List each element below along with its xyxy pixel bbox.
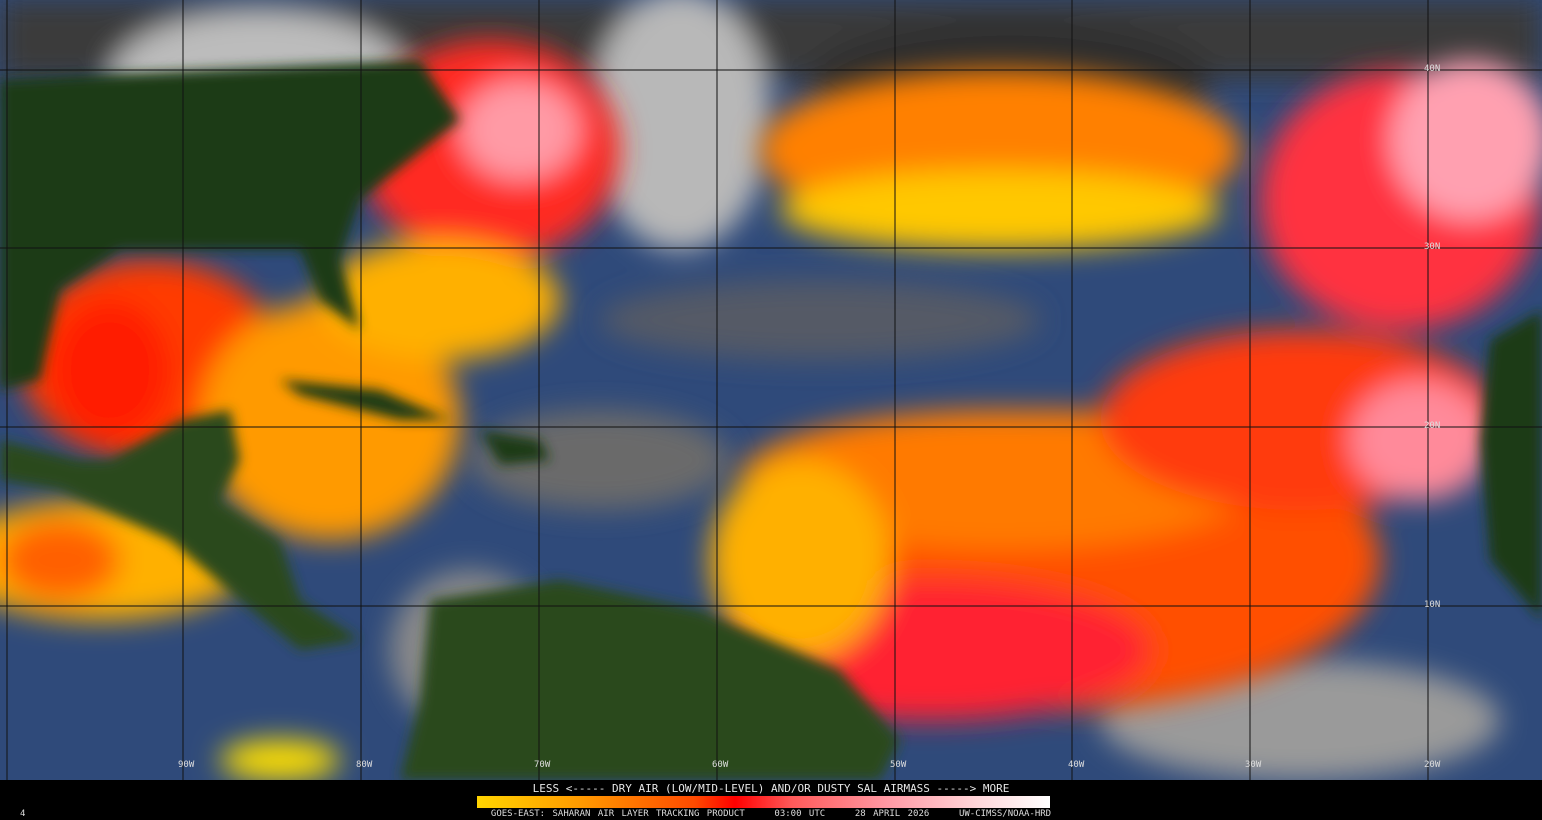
lat-label-20n: 20N xyxy=(1424,421,1441,431)
lon-label-90w: 90W xyxy=(178,760,195,770)
lat-label-30n: 30N xyxy=(1424,242,1441,252)
lon-label-40w: 40W xyxy=(1068,760,1085,770)
lon-label-80w: 80W xyxy=(356,760,373,770)
lon-label-60w: 60W xyxy=(712,760,729,770)
lon-label-20w: 20W xyxy=(1424,760,1441,770)
frame-number: 4 xyxy=(20,809,26,819)
product-caption: GOES-EAST: SAHARAN AIR LAYER TRACKING PR… xyxy=(490,809,1052,819)
lat-label-40n: 40N xyxy=(1424,64,1441,74)
lat-label-10n: 10N xyxy=(1424,600,1441,610)
land-layer xyxy=(0,60,1542,780)
sal-dry-air-layer xyxy=(0,40,1542,780)
lat-lon-grid xyxy=(0,0,1542,780)
color-scale-bar xyxy=(477,796,1050,808)
lon-label-30w: 30W xyxy=(1245,760,1262,770)
lon-label-70w: 70W xyxy=(534,760,551,770)
satellite-map xyxy=(0,0,1542,780)
legend-title: LESS <----- DRY AIR (LOW/MID-LEVEL) AND/… xyxy=(532,782,1010,795)
lon-label-50w: 50W xyxy=(890,760,907,770)
